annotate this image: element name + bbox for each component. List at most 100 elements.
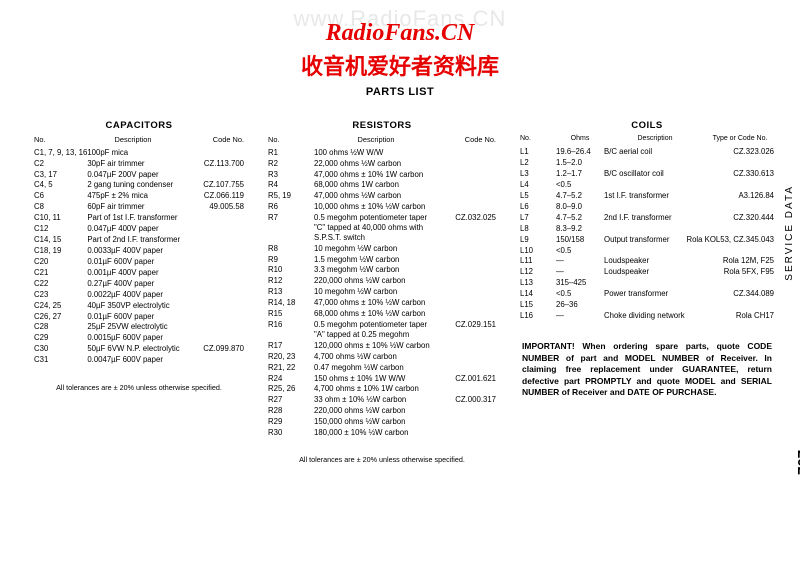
cell-no: R20, 23 [268, 351, 314, 362]
cell-code [434, 340, 496, 351]
cell-no: R12 [268, 276, 314, 287]
cell-desc: Part of 2nd I.F. transformer [87, 235, 182, 246]
cell-ohms: 315–425 [556, 278, 604, 289]
cell-code [434, 298, 496, 309]
cell-desc: 1st I.F. transformer [604, 190, 686, 201]
cell-desc: 0.5 megohm potentiometer taper "A" tappe… [314, 320, 434, 341]
cell-code [434, 428, 496, 439]
cell-no: C23 [34, 289, 87, 300]
cell-code [434, 169, 496, 180]
cell-code [182, 147, 244, 158]
table-row: R29150,000 ohms ½W carbon [268, 417, 496, 428]
cell-code [434, 287, 496, 298]
cell-code [434, 265, 496, 276]
cell-desc: 10 megohm ½W carbon [314, 243, 434, 254]
cell-ohms: 8.0–9.0 [556, 201, 604, 212]
cell-desc: Output transformer [604, 234, 686, 245]
cell-desc: 60pF air trimmer [87, 202, 182, 213]
cell-desc: 68,000 ohms 1W carbon [314, 180, 434, 191]
cell-code [182, 267, 244, 278]
cell-ohms: 4.7–5.2 [556, 212, 604, 223]
cell-desc: 220,000 ohms ½W carbon [314, 276, 434, 287]
cell-no: R24 [268, 373, 314, 384]
cell-no: R7 [268, 213, 314, 243]
cell-desc: 0.47 megohm ½W carbon [314, 362, 434, 373]
cell-desc: 220,000 ohms ½W carbon [314, 406, 434, 417]
table-row: C310.0047µF 600V paper [34, 355, 244, 366]
cell-code: Rola 12M, F25 [686, 256, 774, 267]
cell-code [434, 254, 496, 265]
cell-desc: Power transformer [604, 289, 686, 300]
cell-desc: 0.01µF 600V paper [87, 311, 182, 322]
cell-ohms: 8.3–9.2 [556, 223, 604, 234]
cell-desc: Loudspeaker [604, 256, 686, 267]
cell-desc: 0.0022µF 400V paper [87, 289, 182, 300]
cell-no: L3 [520, 168, 556, 179]
banner: RadioFans.CN 收音机爱好者资料库 [0, 20, 800, 81]
cell-desc: 150,000 ohms ½W carbon [314, 417, 434, 428]
table-row: C230pF air trimmerCZ.113.700 [34, 158, 244, 169]
cell-desc: 30pF air trimmer [87, 158, 182, 169]
cell-desc: 33 ohm ± 10% ½W carbon [314, 395, 434, 406]
table-row: L119.6–26.4B/C aerial coilCZ.323.026 [520, 147, 774, 158]
table-row: R5, 1947,000 ohms ½W carbon [268, 191, 496, 202]
table-row: R91.5 megohm ½W carbon [268, 254, 496, 265]
table-row: C10, 11Part of 1st I.F. transformer [34, 213, 244, 224]
cell-code: A3.126.84 [686, 190, 774, 201]
important-notice: IMPORTANT! When ordering spare parts, qu… [520, 341, 774, 398]
cell-no: R8 [268, 243, 314, 254]
capacitors-footnote: All tolerances are ± 20% unless otherwis… [34, 384, 244, 393]
cell-desc: 25µF 25VW electrolytic [87, 322, 182, 333]
cell-code [182, 311, 244, 322]
cell-code [686, 300, 774, 311]
cell-desc: 0.0047µF 600V paper [87, 355, 182, 366]
content: CAPACITORS No. Description Code No. C1, … [34, 120, 774, 465]
table-row: C14, 15Part of 2nd I.F. transformer [34, 235, 244, 246]
cell-no: C28 [34, 322, 87, 333]
cell-code [686, 278, 774, 289]
cell-code [434, 362, 496, 373]
cell-desc: B/C aerial coil [604, 147, 686, 158]
cell-no: C30 [34, 344, 87, 355]
table-row: R24150 ohms ± 10% 1W W/WCZ.001.621 [268, 373, 496, 384]
cell-code [182, 245, 244, 256]
cell-no: L15 [520, 300, 556, 311]
cell-code [434, 147, 496, 158]
resistors-title: RESISTORS [268, 120, 496, 132]
cell-desc: 4,700 ohms ½W carbon [314, 351, 434, 362]
table-row: R610,000 ohms ± 10% ½W carbon [268, 202, 496, 213]
cell-no: C21 [34, 267, 87, 278]
cell-no: R10 [268, 265, 314, 276]
cell-no: C22 [34, 278, 87, 289]
table-row: R28220,000 ohms ½W carbon [268, 406, 496, 417]
cell-no: R6 [268, 202, 314, 213]
cell-no: R2 [268, 158, 314, 169]
table-row: R21, 220.47 megohm ½W carbon [268, 362, 496, 373]
cell-code [434, 406, 496, 417]
cell-no: C29 [34, 333, 87, 344]
table-row: L68.0–9.0 [520, 201, 774, 212]
cell-code [182, 322, 244, 333]
cell-desc: 0.5 megohm potentiometer taper "C" tappe… [314, 213, 434, 243]
table-row: L31.2–1.7B/C oscillator coilCZ.330.613 [520, 168, 774, 179]
cell-desc: 0.27µF 400V paper [87, 278, 182, 289]
cell-no: C31 [34, 355, 87, 366]
capacitors-title: CAPACITORS [34, 120, 244, 132]
cell-no: R30 [268, 428, 314, 439]
cell-desc: 22,000 ohms ½W carbon [314, 158, 434, 169]
cell-no: L6 [520, 201, 556, 212]
cell-no: R4 [268, 180, 314, 191]
cell-no: L14 [520, 289, 556, 300]
table-row: R30180,000 ± 10% ½W carbon [268, 428, 496, 439]
cell-desc: 0.01µF 600V paper [87, 256, 182, 267]
table-row: C120.047µF 400V paper [34, 224, 244, 235]
table-row: R25, 264,700 ohms ± 10% 1W carbon [268, 384, 496, 395]
cell-desc: 150 ohms ± 10% 1W W/W [314, 373, 434, 384]
table-row: L88.3–9.2 [520, 223, 774, 234]
cell-no: L9 [520, 234, 556, 245]
cell-code [434, 417, 496, 428]
table-row: C4, 52 gang tuning condenserCZ.107.755 [34, 180, 244, 191]
cell-no: C2 [34, 158, 87, 169]
cell-no: L13 [520, 278, 556, 289]
cell-no: R28 [268, 406, 314, 417]
